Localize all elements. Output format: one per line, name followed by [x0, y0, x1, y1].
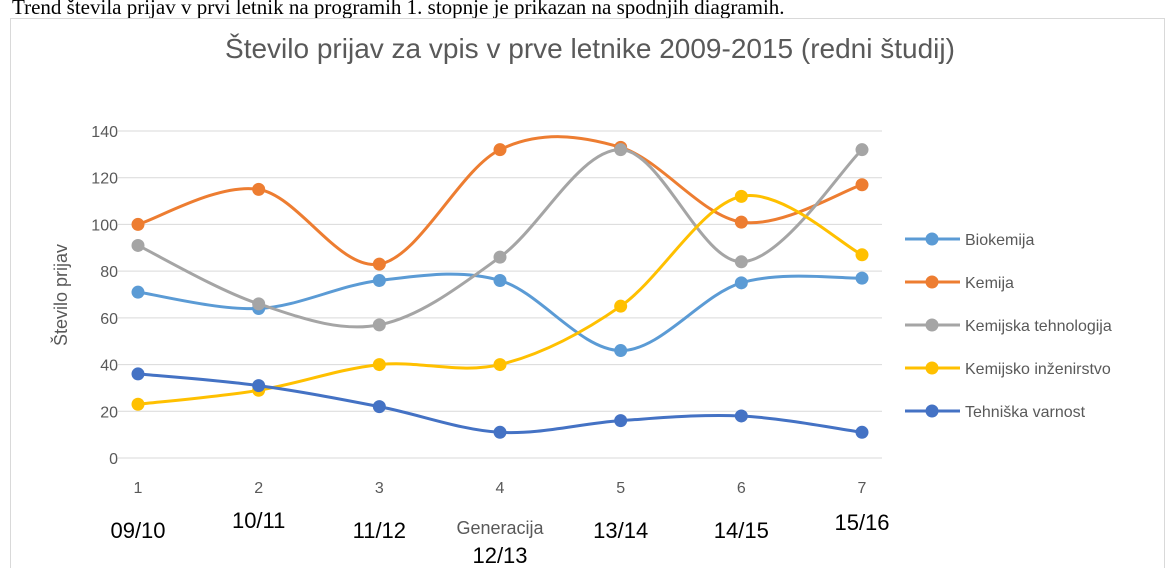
data-point: [855, 143, 869, 157]
generation-label: 15/16: [834, 510, 889, 535]
data-point: [493, 250, 507, 264]
chart-frame: [10, 18, 1165, 568]
data-point: [493, 273, 507, 287]
x-tick-label: 7: [858, 480, 867, 497]
data-point: [131, 238, 145, 252]
data-point: [372, 400, 386, 414]
data-point: [734, 409, 748, 423]
x-tick-label: 1: [134, 480, 143, 497]
y-axis-title: Število prijav: [50, 244, 71, 346]
legend-marker: [925, 404, 939, 418]
generation-label: 11/12: [353, 518, 406, 543]
legend-label: Biokemija: [965, 232, 1034, 249]
data-point: [131, 367, 145, 381]
data-point: [734, 276, 748, 290]
legend-label: Kemijska tehnologija: [965, 318, 1112, 335]
data-point: [493, 358, 507, 372]
y-tick-label: 60: [100, 311, 118, 328]
data-point: [855, 178, 869, 192]
generation-label: 09/10: [110, 518, 165, 543]
data-point: [855, 248, 869, 262]
y-tick-label: 20: [100, 404, 118, 421]
data-point: [614, 299, 628, 313]
data-point: [372, 318, 386, 332]
data-point: [734, 255, 748, 269]
data-point: [252, 379, 266, 393]
data-point: [493, 425, 507, 439]
data-point: [614, 344, 628, 358]
legend-marker: [925, 361, 939, 375]
legend-marker: [925, 275, 939, 289]
intro-text: Trend števila prijav v prvi letnik na pr…: [12, 0, 785, 19]
x-tick-label: 6: [737, 480, 746, 497]
x-tick-label: 4: [496, 480, 505, 497]
y-tick-label: 100: [91, 217, 118, 234]
x-tick-label: 3: [375, 480, 384, 497]
y-tick-label: 40: [100, 358, 118, 375]
data-point: [372, 358, 386, 372]
generation-label: 13/14: [593, 518, 648, 543]
generation-label: 14/15: [714, 518, 769, 543]
generation-label: 10/11: [232, 508, 285, 533]
y-tick-label: 80: [100, 264, 118, 281]
y-tick-label: 120: [91, 171, 118, 188]
chart-title: Število prijav za vpis v prve letnike 20…: [225, 33, 955, 64]
data-point: [372, 273, 386, 287]
legend-marker: [925, 318, 939, 332]
data-point: [855, 271, 869, 285]
data-point: [252, 297, 266, 311]
legend-label: Kemija: [965, 275, 1014, 292]
data-point: [252, 182, 266, 196]
data-point: [734, 189, 748, 203]
data-point: [372, 257, 386, 271]
x-tick-label: 2: [254, 480, 263, 497]
y-tick-label: 0: [109, 451, 118, 468]
data-point: [131, 217, 145, 231]
data-point: [493, 143, 507, 157]
data-point: [131, 397, 145, 411]
x-axis-title: Generacija: [456, 518, 544, 538]
y-tick-label: 140: [91, 124, 118, 141]
data-point: [614, 414, 628, 428]
generation-label: 12/13: [472, 543, 527, 568]
x-tick-label: 5: [616, 480, 625, 497]
legend-label: Tehniška varnost: [965, 404, 1086, 421]
data-point: [131, 285, 145, 299]
data-point: [614, 143, 628, 157]
data-point: [855, 425, 869, 439]
legend-marker: [925, 232, 939, 246]
legend-label: Kemijsko inženirstvo: [965, 361, 1111, 378]
data-point: [734, 215, 748, 229]
